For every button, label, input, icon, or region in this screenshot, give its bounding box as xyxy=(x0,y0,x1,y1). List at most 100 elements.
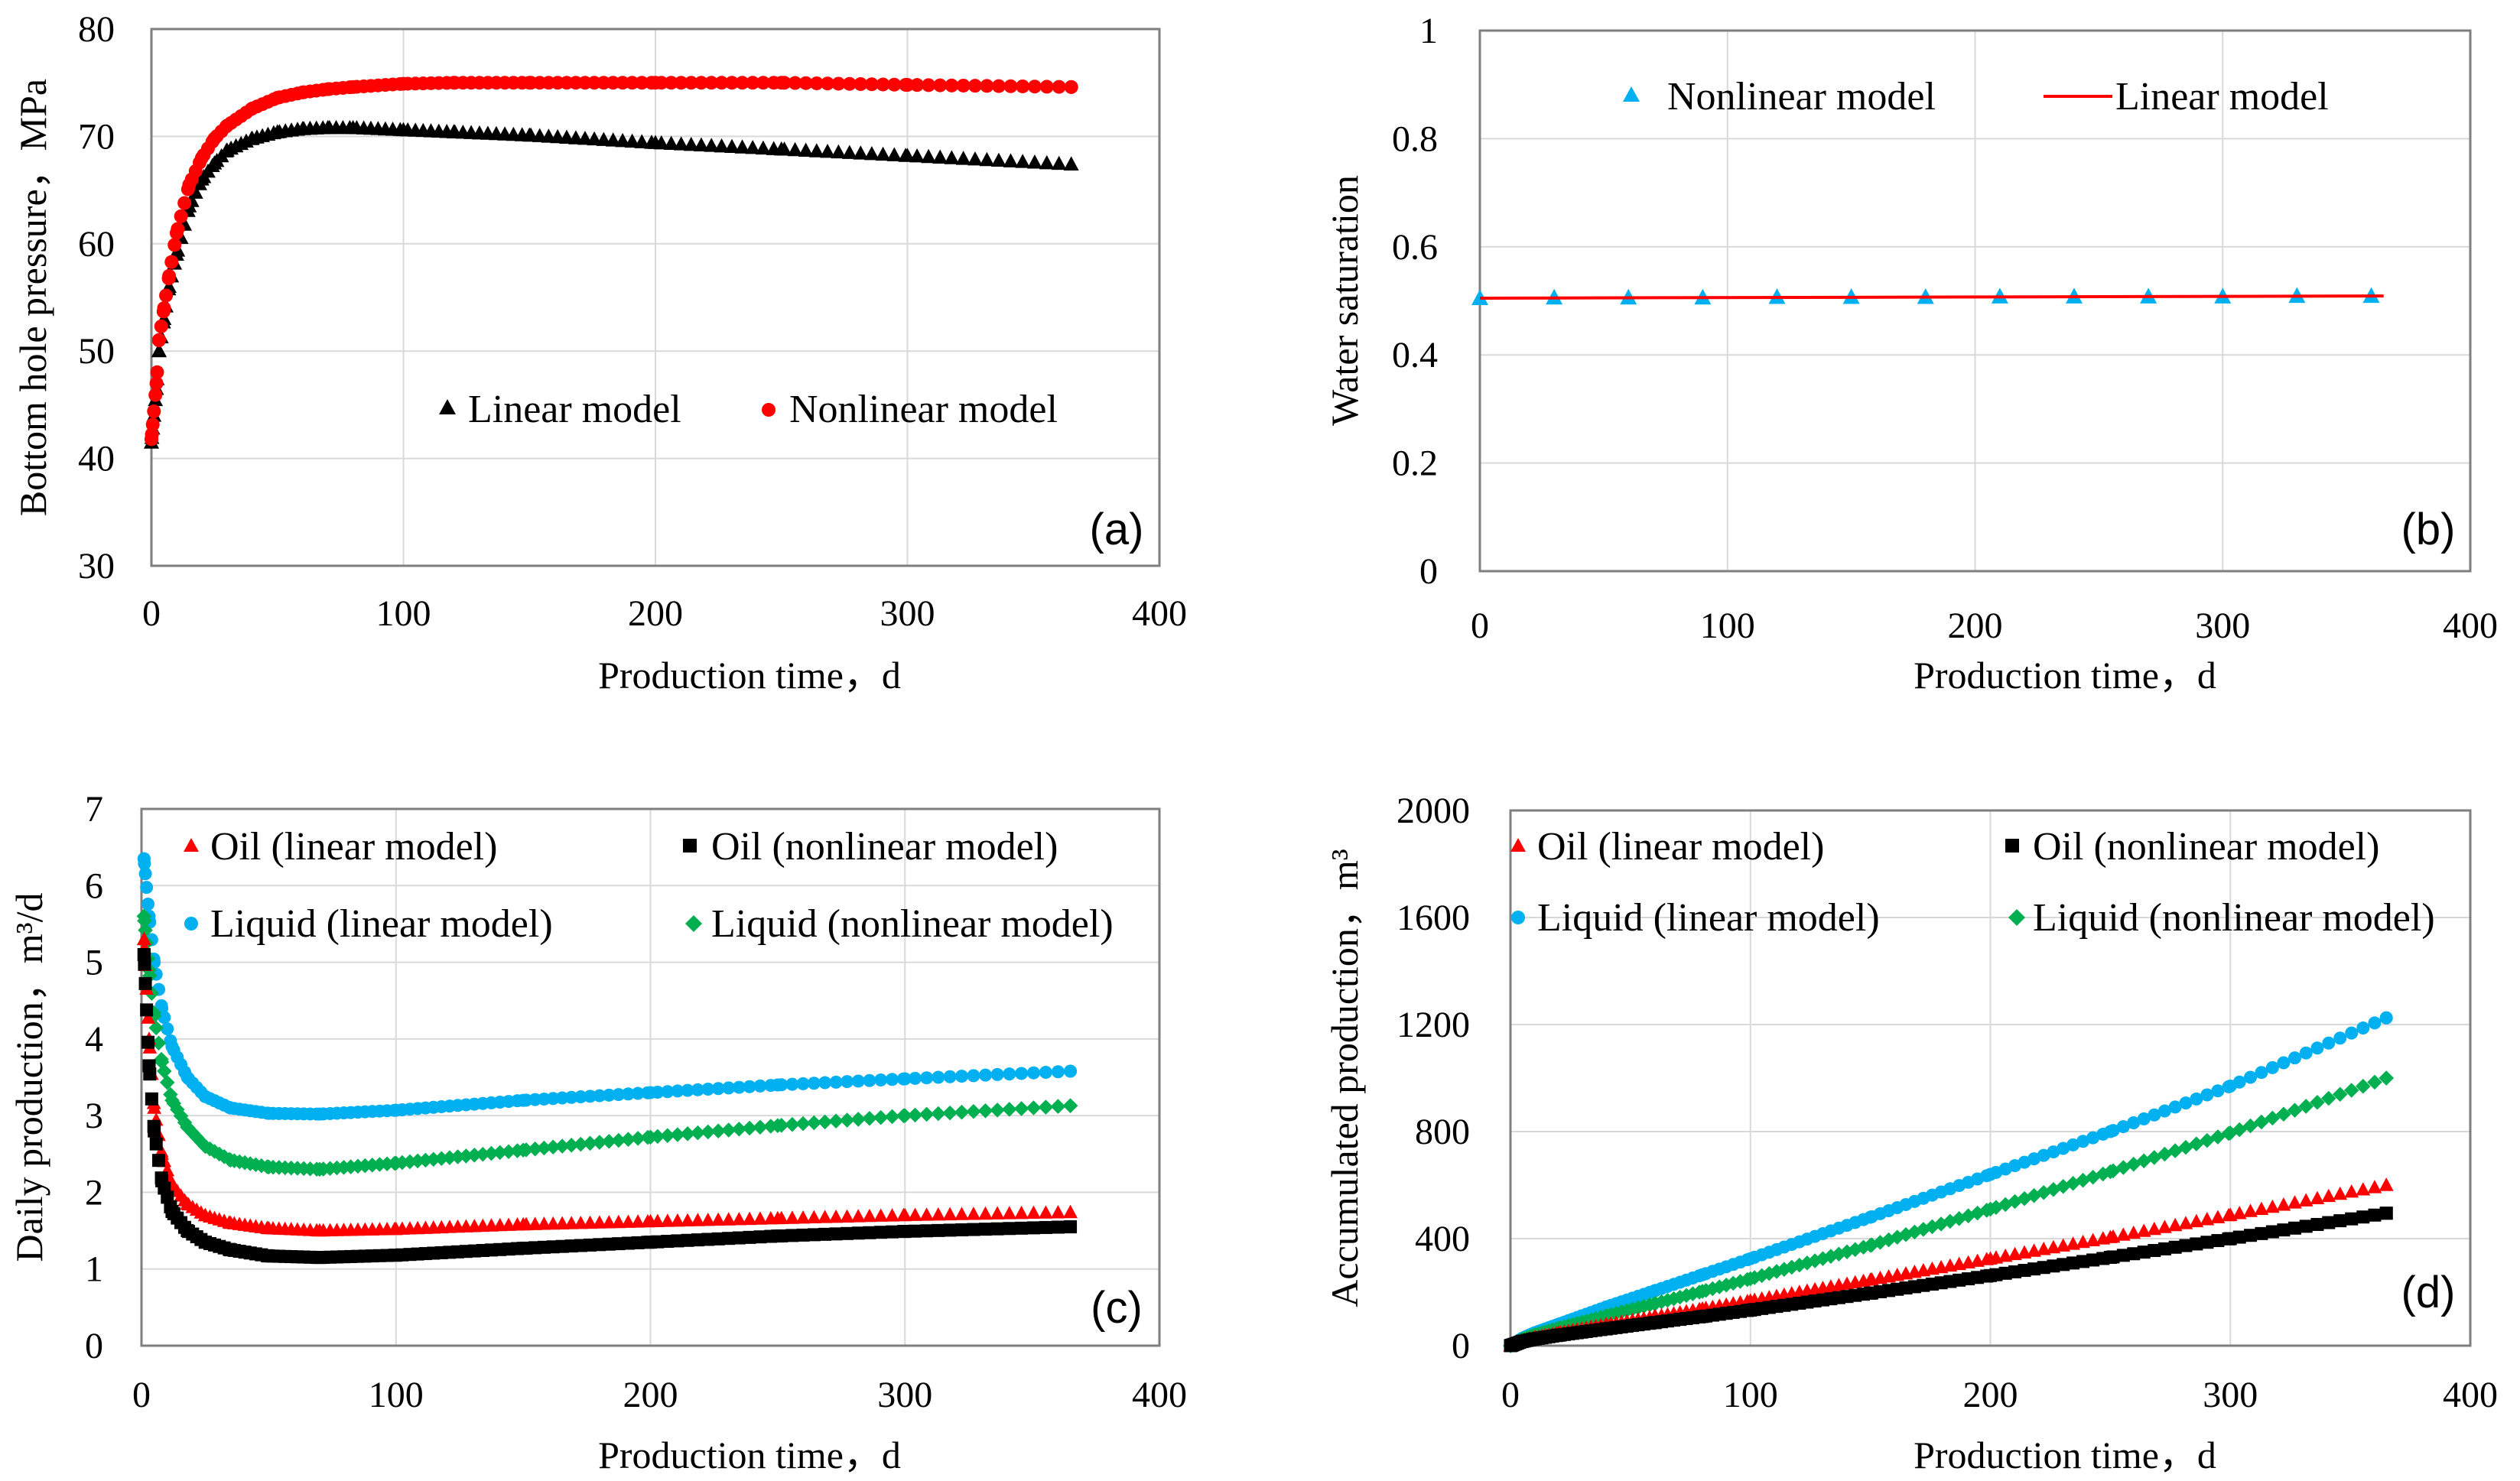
panel-d-xtick: 0 xyxy=(1501,1375,1520,1415)
series-trail-oil-nonlinear-model xyxy=(2086,1253,2100,1267)
legend-label-nonlinear-model: Nonlinear model xyxy=(1667,75,1936,119)
data-point-oil-nonlinear-model xyxy=(223,1243,237,1257)
series-trail-nonlinear-model xyxy=(167,238,182,252)
series-trail-liquid-nonlinear-model xyxy=(1013,1101,1029,1116)
series-trail-liquid-nonlinear-model xyxy=(151,1035,167,1051)
series-trail-oil-linear-model xyxy=(931,1207,946,1221)
series-trail-liquid-nonlinear-model xyxy=(1916,1222,1931,1237)
series-trail-oil-nonlinear-model xyxy=(2211,1234,2225,1248)
series-trail-oil-nonlinear-model xyxy=(2200,1236,2214,1249)
series-trail-oil-nonlinear-model xyxy=(2244,1229,2258,1242)
series-trail-liquid-nonlinear-model xyxy=(1666,1291,1682,1307)
panel-c-x-axis-label: Production time，d xyxy=(598,1434,901,1476)
series-trail-oil-nonlinear-model xyxy=(1015,1221,1029,1235)
legend-label-oil-nonlinear: Oil (nonlinear model) xyxy=(711,825,1058,869)
series-trail-liquid-linear-model xyxy=(2288,1051,2301,1065)
series-trail-linear-model xyxy=(577,130,593,145)
data-point-oil-nonlinear-model xyxy=(1647,1316,1661,1330)
series-trail-oil-linear-model xyxy=(818,1210,832,1223)
data-point-oil-nonlinear-model xyxy=(2223,1232,2237,1246)
panel-c-ytick: 6 xyxy=(85,866,103,906)
series-trail-oil-linear-model xyxy=(601,1215,616,1229)
data-point-oil-nonlinear-model xyxy=(1600,1322,1613,1336)
legend-label-oil-linear: Oil (linear model) xyxy=(210,825,497,869)
series-trail-liquid-linear-model xyxy=(2255,1066,2268,1080)
series-trail-oil-linear-model xyxy=(691,1213,705,1226)
series-trail-liquid-linear-model xyxy=(701,1083,715,1096)
data-point-oil-nonlinear-model xyxy=(1527,1332,1541,1346)
series-trail-oil-linear-model xyxy=(545,1216,561,1230)
series-trail-liquid-linear-model xyxy=(141,897,155,911)
data-point-nonlinear-model xyxy=(320,82,335,96)
series-trail-nonlinear-model xyxy=(756,76,770,90)
series-trail-liquid-nonlinear-model xyxy=(170,1102,185,1117)
series-trail-linear-model xyxy=(853,145,869,160)
series-trail-liquid-linear-model xyxy=(2211,1084,2225,1098)
legend-label-liquid-linear: Liquid (linear model) xyxy=(1537,896,1880,940)
series-trail-liquid-nonlinear-model xyxy=(2287,1103,2303,1118)
series-trail-linear-model xyxy=(841,145,857,159)
series-trail-linear-model xyxy=(714,138,730,153)
series-trail-oil-nonlinear-model xyxy=(2288,1221,2301,1235)
series-trail-liquid-linear-model xyxy=(753,1079,767,1093)
series-trail-liquid-linear-model xyxy=(2277,1056,2291,1070)
data-point-liquid-linear-model xyxy=(1984,1168,1997,1181)
series-trail-liquid-nonlinear-model xyxy=(2115,1160,2131,1175)
series-trail-oil-nonlinear-model xyxy=(2356,1210,2370,1224)
series-trail-liquid-nonlinear-model xyxy=(159,1075,175,1090)
series-trail-oil-nonlinear-model xyxy=(2277,1223,2291,1237)
data-point-liquid-nonlinear-model xyxy=(388,1155,404,1171)
data-point-oil-linear-model xyxy=(389,1221,404,1236)
series-trail-liquid-nonlinear-model xyxy=(660,1128,675,1143)
data-point-linear-model xyxy=(446,124,462,138)
series-trail-nonlinear-model xyxy=(606,76,620,90)
data-point-nonlinear-model xyxy=(182,177,197,192)
series-trail-liquid-linear-model xyxy=(2157,1104,2171,1118)
data-point-liquid-nonlinear-model xyxy=(897,1108,913,1123)
legend-marker-liquid-linear xyxy=(184,917,198,930)
panel-d-xtick: 200 xyxy=(1963,1375,2018,1415)
series-trail-liquid-nonlinear-model xyxy=(2007,1194,2023,1210)
panel-d-ytick: 0 xyxy=(1452,1326,1470,1366)
series-trail-nonlinear-model xyxy=(956,78,971,93)
series-trail-oil-nonlinear-model xyxy=(2148,1244,2161,1258)
series-trail-liquid-linear-model xyxy=(920,1071,934,1085)
series-trail-linear-model xyxy=(991,152,1006,167)
series-trail-liquid-linear-model xyxy=(743,1080,756,1093)
series-trail-liquid-nonlinear-model xyxy=(1026,1100,1042,1116)
data-point-oil-linear-model xyxy=(1863,1272,1878,1286)
series-trail-oil-linear-model xyxy=(2189,1213,2204,1228)
data-point-liquid-nonlinear-model xyxy=(164,1093,180,1108)
data-point-nonlinear-model xyxy=(522,76,537,90)
series-trail-nonlinear-model xyxy=(735,76,749,90)
series-trail-oil-linear-model xyxy=(850,1209,866,1223)
series-trail-liquid-nonlinear-model xyxy=(2298,1099,2314,1114)
data-point-oil-nonlinear-model xyxy=(1984,1268,1997,1282)
panel-b-xtick: 0 xyxy=(1471,606,1489,646)
series-trail-liquid-linear-model xyxy=(691,1083,704,1096)
series-trail-linear-model xyxy=(967,151,983,166)
series-trail-liquid-linear-model xyxy=(978,1068,992,1082)
series-trail-oil-linear-model xyxy=(680,1213,695,1227)
series-trail-liquid-nonlinear-model xyxy=(907,1107,923,1123)
data-point-linear-model xyxy=(345,119,361,135)
data-point-liquid-linear-model xyxy=(1864,1210,1878,1224)
data-point-liquid-nonlinear-model xyxy=(1062,1098,1078,1113)
series-trail-liquid-nonlinear-model xyxy=(884,1109,900,1125)
series-trail-liquid-nonlinear-model xyxy=(785,1116,800,1132)
series-trail-linear-model xyxy=(663,135,679,150)
series-trail-oil-nonlinear-model xyxy=(1026,1221,1040,1235)
data-point-oil-nonlinear-model xyxy=(180,1224,194,1238)
series-trail-nonlinear-model xyxy=(864,77,879,92)
series-trail-linear-model xyxy=(704,138,720,152)
series-trail-liquid-nonlinear-model xyxy=(564,1138,579,1153)
panel-d-x-ticks: 0 100 200 300 400 xyxy=(1501,1375,2498,1415)
data-point-liquid-linear-model xyxy=(1744,1252,1757,1265)
data-point-liquid-nonlinear-model xyxy=(154,1054,170,1070)
series-trail-liquid-linear-model xyxy=(2047,1145,2060,1159)
legend-marker-oil-nonlinear xyxy=(683,839,697,853)
series-trail-liquid-linear-model xyxy=(990,1067,1004,1081)
data-point-liquid-linear-model xyxy=(898,1072,912,1086)
panel-a-ytick: 30 xyxy=(78,546,115,586)
